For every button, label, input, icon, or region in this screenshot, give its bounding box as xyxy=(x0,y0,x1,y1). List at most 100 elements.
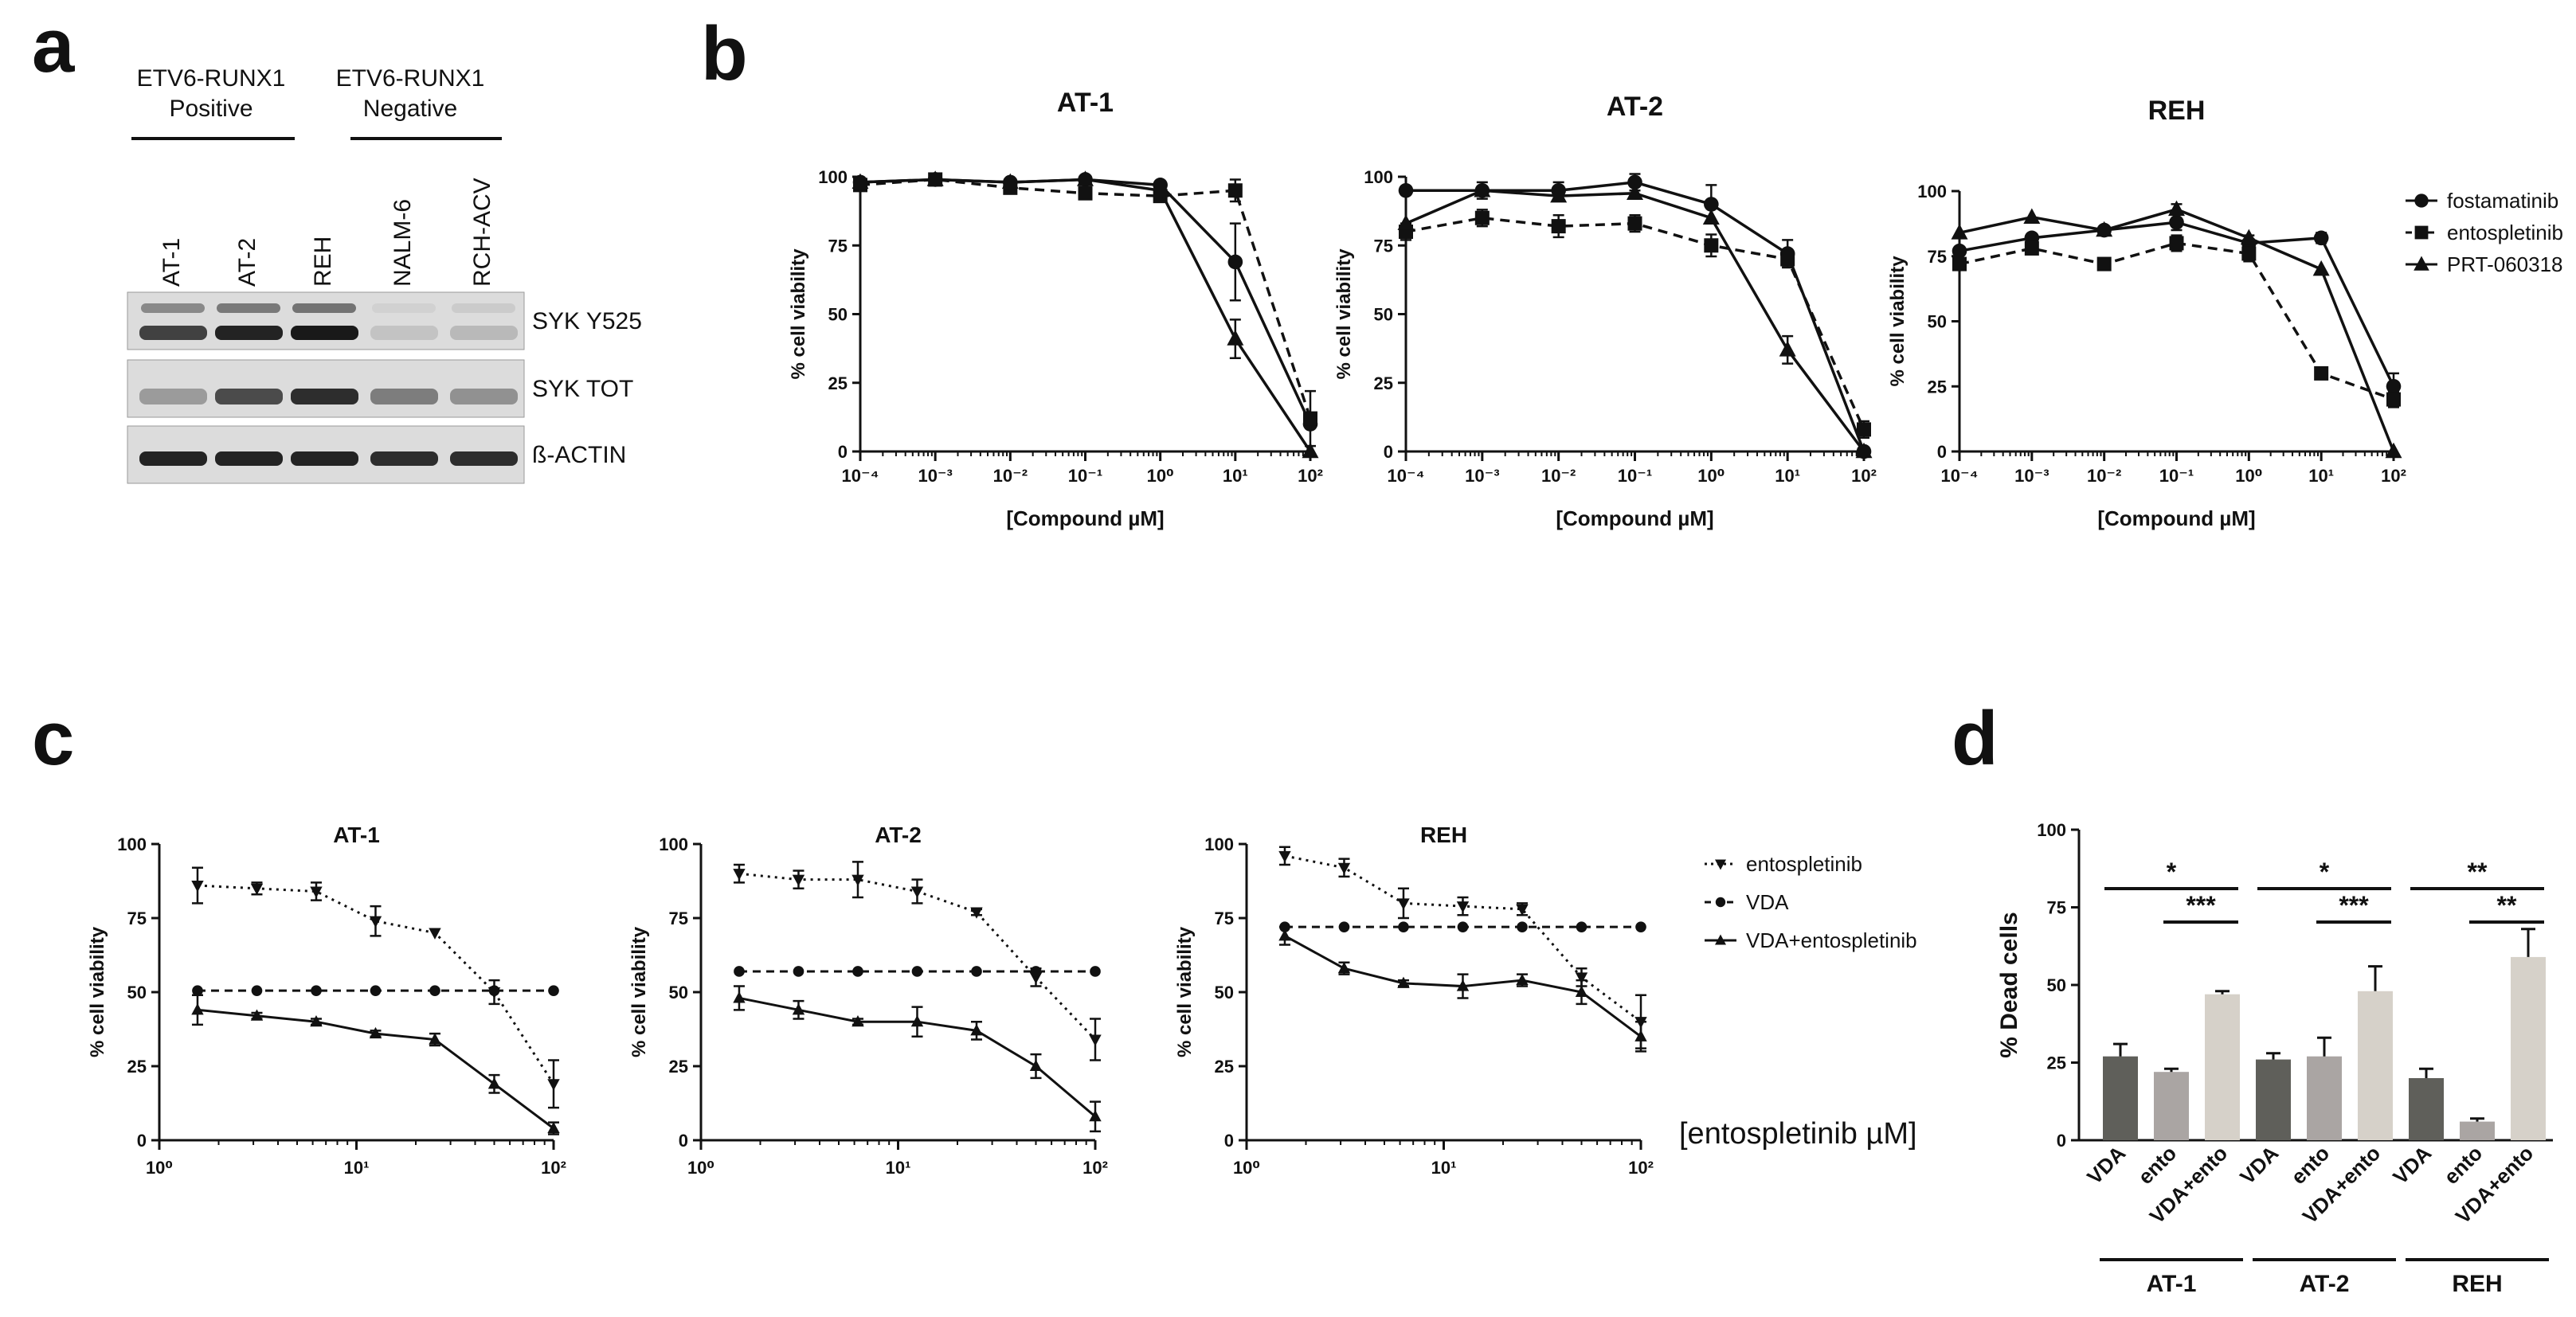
series-line xyxy=(1405,216,1865,431)
data-point-circle xyxy=(1398,921,1409,932)
bar xyxy=(2154,1072,2189,1140)
data-point-triangle xyxy=(2168,200,2185,217)
data-point-triangle xyxy=(1627,184,1643,200)
wb-band xyxy=(139,326,207,340)
x-tick-label: 10⁰ xyxy=(2235,466,2262,486)
wb-group-negative-line2: Negative xyxy=(363,96,457,122)
y-tick-label: 0 xyxy=(1224,1131,1234,1151)
wb-lane-label: AT-1 xyxy=(159,238,185,287)
wb-band xyxy=(291,389,358,404)
error-bar xyxy=(2368,965,2382,991)
x-tick-label: 10⁻² xyxy=(1541,466,1576,486)
y-tick-label: 100 xyxy=(1917,182,1947,201)
data-point-triangle xyxy=(1575,985,1588,998)
wb-lane-label: NALM-6 xyxy=(390,199,416,287)
x-tick-label: 10⁻⁴ xyxy=(1388,466,1425,486)
x-tick-label: 10⁰ xyxy=(1233,1158,1260,1178)
data-point-triangle-down xyxy=(1715,859,1726,870)
series-PRT-060318 xyxy=(1397,182,1873,459)
data-point-circle xyxy=(2313,230,2329,246)
chart-title: AT-1 xyxy=(333,823,380,847)
panel-label-b: b xyxy=(701,11,748,96)
y-tick-label: 50 xyxy=(1928,312,1947,332)
wb-band xyxy=(141,303,205,313)
significance-label: *** xyxy=(2339,891,2369,920)
data-point-triangle-down xyxy=(369,916,382,928)
y-tick-label: 0 xyxy=(2057,1131,2066,1151)
series-VDA+entospletinib xyxy=(191,994,560,1135)
x-tick-label: 10² xyxy=(1628,1158,1654,1178)
data-point-triangle-down xyxy=(191,881,204,893)
x-tick-label: 10² xyxy=(1298,466,1323,486)
data-point-circle xyxy=(793,966,805,977)
data-point-circle xyxy=(2169,214,2184,230)
bar xyxy=(2256,1059,2291,1140)
y-tick-label: 75 xyxy=(828,236,848,256)
data-point-circle xyxy=(1576,921,1587,932)
data-point-circle xyxy=(852,966,863,977)
data-point-square xyxy=(2386,392,2401,407)
data-point-triangle xyxy=(191,1003,204,1015)
wb-lane-label: REH xyxy=(310,236,336,287)
data-point-circle xyxy=(370,985,382,996)
data-point-triangle-down xyxy=(250,883,264,896)
data-point-square xyxy=(1227,183,1243,198)
x-tick-label: 10⁻² xyxy=(993,466,1028,486)
wb-group-positive-line2: Positive xyxy=(169,96,253,122)
error-bar xyxy=(2419,1067,2433,1078)
y-tick-label: 50 xyxy=(2047,975,2066,995)
wb-row-label: ß-ACTIN xyxy=(532,442,626,468)
data-point-circle xyxy=(1715,897,1726,908)
wb-band xyxy=(215,451,283,466)
data-point-triangle-down xyxy=(851,874,864,886)
bar-category-label: VDA xyxy=(2082,1141,2130,1189)
legend: fostamatinib entospletinib PRT-060318 xyxy=(2406,189,2563,276)
wb-band xyxy=(292,303,356,313)
series-VDA xyxy=(1279,921,1646,932)
x-tick-label: 10⁻⁴ xyxy=(1941,466,1979,486)
data-point-triangle xyxy=(1089,1109,1102,1122)
significance-label: * xyxy=(2167,858,2177,886)
data-point-circle xyxy=(1030,966,1042,977)
y-tick-label: 100 xyxy=(1364,167,1393,187)
wb-group-negative-line1: ETV6-RUNX1 xyxy=(336,65,485,92)
bar-category-label: VDA xyxy=(2388,1141,2436,1189)
y-tick-label: 100 xyxy=(659,834,688,854)
group-label: REH xyxy=(2452,1271,2502,1297)
data-point-square xyxy=(2414,225,2429,240)
data-point-circle xyxy=(429,985,440,996)
bar-category-label: VDA xyxy=(2235,1141,2283,1189)
y-tick-label: 0 xyxy=(838,442,848,462)
data-point-circle xyxy=(1627,174,1642,190)
y-tick-label: 100 xyxy=(2037,820,2066,840)
chart-b2: AT-2 0 25 50 75 100 10⁻⁴ 10⁻³ 10⁻² 10⁻¹ 10⁰ 10¹ 10²%… xyxy=(1333,92,1877,530)
panel-label-a: a xyxy=(32,3,75,88)
data-point-triangle-down xyxy=(1397,898,1410,910)
data-point-square xyxy=(1704,238,1719,253)
x-axis-label: [Compound µM] xyxy=(1556,506,1713,530)
chart-title: AT-1 xyxy=(1057,88,1114,118)
x-tick-label: 10⁻¹ xyxy=(2159,466,2194,486)
wb-band xyxy=(452,303,515,313)
y-tick-label: 75 xyxy=(127,909,147,928)
legend-label: entospletinib xyxy=(1746,852,1862,876)
data-point-circle xyxy=(251,985,263,996)
data-point-triangle-down xyxy=(1278,850,1291,863)
error-bar xyxy=(2317,1036,2331,1057)
error-bar xyxy=(2521,928,2535,957)
legend-label: fostamatinib xyxy=(2447,189,2558,213)
data-point-triangle xyxy=(310,1014,323,1027)
y-tick-label: 75 xyxy=(1215,909,1234,928)
data-point-triangle-down xyxy=(310,886,323,898)
significance-label: ** xyxy=(2468,858,2488,886)
data-point-square xyxy=(1078,186,1093,201)
y-tick-label: 25 xyxy=(1374,373,1393,393)
group-label: AT-2 xyxy=(2300,1271,2350,1297)
wb-band xyxy=(139,451,207,466)
y-axis-label: % cell viability xyxy=(628,926,650,1057)
x-tick-label: 10¹ xyxy=(1431,1158,1457,1178)
wb-row-label: SYK TOT xyxy=(532,376,633,402)
data-point-triangle xyxy=(1278,929,1291,941)
